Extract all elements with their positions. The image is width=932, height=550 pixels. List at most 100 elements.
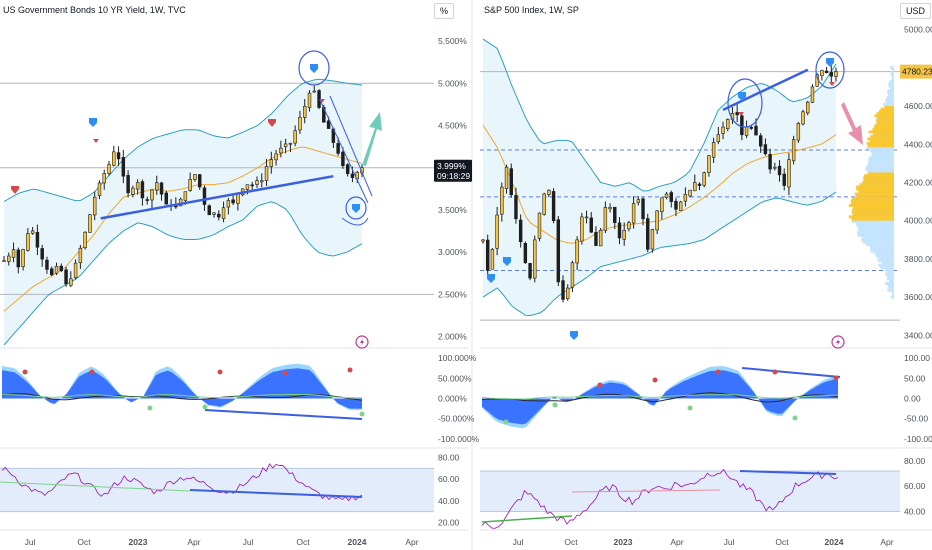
candle-body [312,90,316,93]
volume-profile-bar [858,190,894,194]
rsi-y-tick-label: 60.00 [904,481,926,491]
candle-body [485,239,490,271]
volume-profile-bar [888,82,894,86]
volume-profile-bar [876,112,894,116]
candle-body [518,219,523,243]
candle-body [102,172,106,184]
candle-body [112,151,116,166]
oscillator-y-tick-label: 100.00 [904,353,930,363]
blue-shield-marker [310,64,318,73]
candle-body [584,216,589,219]
candle-body [155,182,159,191]
volume-profile-bar [877,256,894,260]
rsi-trend-line [481,515,573,523]
candle-body [509,168,513,196]
volume-profile-bar [878,109,894,113]
candle-body [631,203,636,224]
volume-profile-bar [867,171,894,175]
volume-profile-bar [892,293,894,297]
volume-profile-bar [878,263,894,267]
time-axis-label: Oct [775,537,789,547]
blue-shield-marker [826,58,834,67]
bollinger-upper-line [482,38,837,192]
candle-body [245,184,250,190]
y-axis-tick-label: 4200.00 [904,178,932,188]
time-axis-label: Jul [25,537,36,547]
y-axis-tick-label: 2.000% [438,332,467,342]
oscillator-secondary-line [481,394,839,400]
volume-profile-bar [884,105,894,109]
rsi-y-tick-label: 60.00 [438,474,460,484]
candle-body [763,144,768,155]
volume-profile-bar [868,162,894,166]
volume-profile-bar [875,252,894,256]
y-axis-tick-label: 5.000% [438,78,467,88]
volume-profile-bar [884,98,894,102]
left-unit-button[interactable]: % [434,3,455,19]
y-axis-tick-label: 3800.00 [904,254,932,264]
candle-body [140,181,145,199]
candle-body [556,219,561,283]
volume-profile-bar [890,86,894,90]
volume-profile-bar [858,226,894,230]
volume-profile-bar [876,121,894,125]
candle-body [116,152,121,160]
volume-profile-bar [886,277,894,281]
red-triangle-marker [93,139,99,143]
candle-body [197,174,202,188]
time-axis-label: 2024 [348,537,367,547]
volume-profile-bar [887,91,894,95]
oscillator-signal-dot [687,405,693,411]
candle-body [45,259,49,270]
time-axis-label: Jul [513,537,524,547]
volume-profile-bar [851,210,894,214]
candle-body [269,159,274,167]
time-axis-label: Oct [296,537,310,547]
volume-profile-bar [859,183,894,187]
volume-profile-bar [868,158,894,162]
candle-body [711,142,716,158]
candle-body [787,159,791,188]
candle-body [570,262,575,288]
candle-body [350,173,355,178]
volume-profile-bar [870,135,894,139]
candle-body [806,101,810,114]
volume-profile-bar [851,201,894,205]
oscillator-signal-dot [503,419,509,425]
lightning-icon [355,335,369,349]
volume-profile-bar [872,128,894,132]
volume-profile-bar [867,137,894,141]
volume-profile-bar [856,224,894,228]
candle-body [83,231,87,249]
candle-body [336,143,340,154]
volume-profile-bar [856,187,894,191]
rsi-band [480,471,900,512]
candle-body [641,198,645,220]
oscillator-signal-dot [359,411,365,417]
volume-profile-bar [890,295,894,299]
right-unit-button[interactable]: USD [900,3,932,19]
moving-average-line [3,146,363,312]
oscillator-y-tick-label: 100.000% [438,353,477,363]
candle-body [212,212,216,215]
oscillator-signal-dot [147,405,153,411]
candle-body [646,218,650,250]
volume-profile-bar [862,240,894,244]
lightning-icon [360,338,364,346]
candle-body [598,229,603,247]
candle-body [702,172,706,186]
candle-body [749,127,753,129]
candle-body [481,239,485,242]
volume-profile-bar [860,238,894,242]
candle-body [326,120,331,129]
y-axis-tick-label: 4600.00 [904,101,932,111]
volume-profile-bar [873,125,894,129]
oscillator-signal-dot [89,369,95,375]
oscillator-signal-dot [202,404,208,410]
channel-annotation-lines [319,95,373,204]
candle-body [495,214,499,249]
bollinger-lower-line [482,191,837,317]
candle-body [78,247,83,264]
price-label-box [900,64,932,79]
